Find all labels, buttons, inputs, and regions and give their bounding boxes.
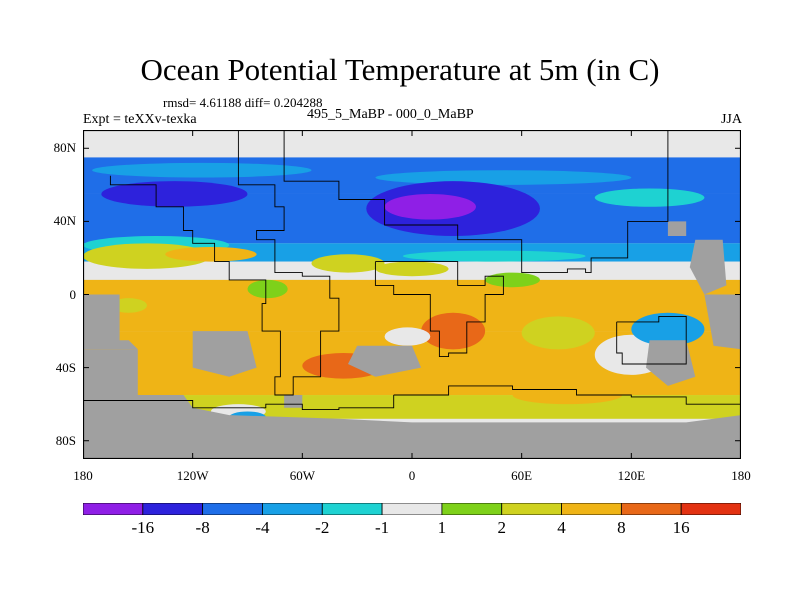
land-mass-2	[192, 331, 257, 377]
colorbar-label-3: -2	[315, 518, 330, 537]
colorbar	[83, 503, 741, 515]
x-tick-label-4: 60E	[511, 468, 533, 483]
land-mass-6	[704, 294, 741, 350]
temperature-patch-12	[485, 272, 540, 288]
land-mass-5	[689, 239, 727, 295]
temperature-patch-7	[402, 250, 586, 262]
map-plot	[83, 130, 741, 459]
colorbar-label-2: -4	[255, 518, 270, 537]
coastline-4	[393, 385, 741, 408]
temperature-patch-16	[521, 316, 595, 350]
temperature-patch-2	[101, 181, 248, 207]
x-tick-label-2: 60W	[289, 468, 315, 483]
colorbar-segment-9	[620, 503, 682, 515]
temperature-patch-9	[165, 246, 257, 262]
x-tick-label-5: 120E	[617, 468, 646, 483]
colorbar-segment-0	[83, 503, 144, 515]
colorbar-label-6: 2	[497, 518, 506, 537]
y-tick-label-1: 40N	[53, 213, 76, 229]
x-tick-label-0: 180	[73, 468, 93, 483]
x-tick-label-1: 120W	[176, 468, 209, 483]
y-tick-label-2: 0	[69, 286, 77, 302]
colorbar-label-0: -16	[131, 518, 155, 537]
colorbar-segment-3	[262, 503, 323, 515]
x-tick-label-3: 0	[408, 468, 416, 483]
colorbar-label-1: -8	[195, 518, 210, 537]
colorbar-label-5: 1	[437, 518, 447, 537]
period-label: 495_5_MaBP - 000_0_MaBP	[307, 107, 474, 122]
colorbar-segment-10	[680, 503, 741, 515]
colorbar-segment-5	[381, 503, 443, 515]
land-mass-3	[348, 345, 422, 377]
colorbar-segment-6	[441, 503, 503, 515]
land-mass-8	[284, 395, 303, 408]
coastline-0	[283, 130, 669, 274]
temperature-patch-18	[384, 327, 431, 346]
temperature-band-5	[83, 279, 741, 332]
y-tick-label-0: 80N	[53, 140, 76, 156]
coastline-1	[109, 130, 340, 396]
colorbar-segment-7	[501, 503, 562, 515]
land-mass-7	[667, 221, 687, 236]
temperature-patch-11	[375, 261, 449, 277]
land-mass-0	[83, 349, 741, 459]
colorbar-label-9: 16	[672, 518, 690, 537]
experiment-label: Expt = teXXv-texka	[83, 112, 197, 127]
colorbar-segment-8	[561, 503, 622, 515]
y-tick-label-3: 40S	[55, 359, 76, 375]
land-mass-4	[646, 340, 696, 386]
colorbar-segment-2	[202, 503, 263, 515]
temperature-patch-4	[384, 193, 476, 220]
colorbar-label-7: 4	[557, 518, 566, 537]
colorbar-segment-1	[142, 503, 204, 515]
temperature-patch-0	[92, 162, 312, 178]
colorbar-label-8: 8	[617, 518, 626, 537]
stats-label: rmsd= 4.61188 diff= 0.204288	[163, 95, 323, 110]
coastline-2	[374, 261, 504, 358]
season-label: JJA	[720, 112, 742, 127]
temperature-patch-20	[512, 385, 623, 405]
coastline-5	[83, 395, 395, 411]
x-tick-label-6: 180	[731, 468, 751, 483]
colorbar-label-4: -1	[374, 518, 390, 537]
y-tick-label-4: 80S	[55, 432, 76, 448]
temperature-patch-1	[375, 170, 632, 185]
chart-title: Ocean Potential Temperature at 5m (in C)	[140, 52, 660, 87]
temperature-patch-10	[311, 254, 385, 273]
land-mass-1	[83, 294, 138, 350]
temperature-patch-14	[247, 279, 288, 299]
coastline-3	[616, 315, 687, 365]
colorbar-segment-4	[321, 503, 383, 515]
temperature-patch-5	[594, 188, 705, 207]
